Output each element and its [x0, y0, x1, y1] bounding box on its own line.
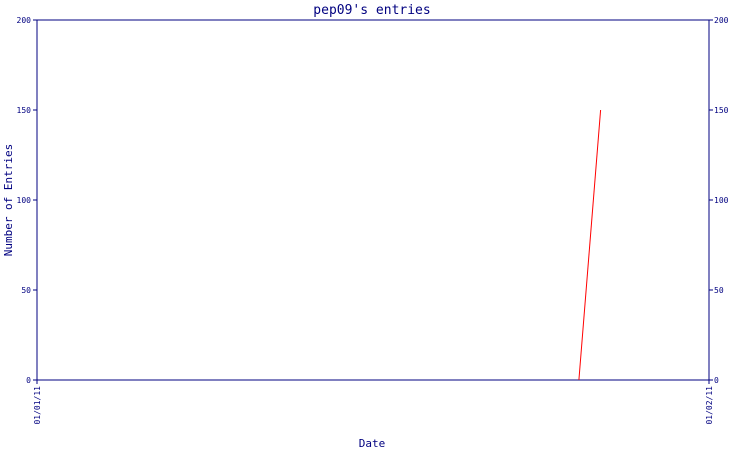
chart-title: pep09's entries [313, 3, 430, 18]
y-tick-label: 200 [17, 16, 32, 25]
y-axis-title: Number of Entries [2, 144, 15, 257]
right-y-axis: 0 50 100 150 200 [709, 16, 729, 385]
y-tick-label: 0 [26, 376, 31, 385]
y-tick-label: 150 [17, 106, 32, 115]
x-tick-label: 01/01/11 [33, 386, 42, 425]
y-tick-label: 100 [17, 196, 32, 205]
y-tick-label-right: 100 [714, 196, 729, 205]
y-tick-label-right: 200 [714, 16, 729, 25]
y-tick-label: 50 [21, 286, 31, 295]
y-tick-label-right: 0 [714, 376, 719, 385]
x-axis-title: Date [359, 437, 386, 450]
x-tick-label: 01/02/11 [705, 386, 714, 425]
plot-area-frame [36, 19, 710, 381]
series-line [578, 109, 602, 381]
y-tick-label-right: 50 [714, 286, 724, 295]
series-layer [578, 109, 602, 381]
x-axis: 01/01/11 01/02/11 [33, 380, 714, 425]
y-tick-label-right: 150 [714, 106, 729, 115]
left-y-axis: 0 50 100 150 200 [17, 16, 37, 385]
